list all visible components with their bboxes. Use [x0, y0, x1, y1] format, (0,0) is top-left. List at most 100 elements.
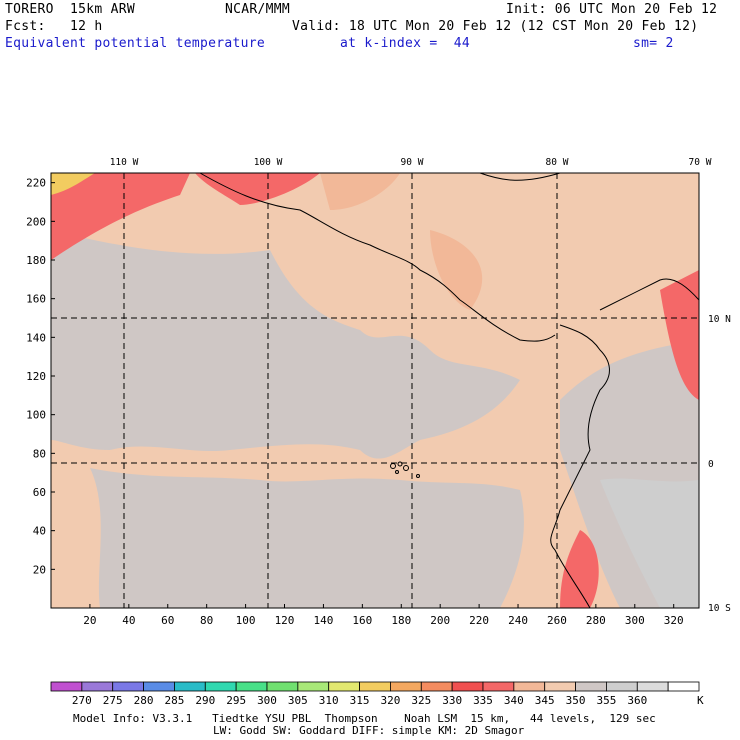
galapagos-islands — [390, 461, 420, 478]
colorbar-box — [112, 681, 144, 692]
x-tick-label: 240 — [508, 614, 528, 627]
x-tick-label: 160 — [352, 614, 372, 627]
gray-shade-north — [51, 230, 520, 459]
longitude-labels: 110 W 100 W 90 W 80 W 70 W — [110, 157, 712, 168]
colorbar-box — [266, 681, 299, 692]
colorbar-box — [606, 681, 638, 692]
y-tick-label: 200 — [26, 215, 46, 228]
field-shading — [51, 173, 699, 608]
colorbar-box — [575, 681, 607, 692]
warm-band-northwest — [51, 173, 190, 260]
level-label: at k-index = 44 — [340, 36, 471, 51]
colorbar-box — [451, 681, 484, 692]
colorbar-box — [390, 681, 422, 692]
colorbar-label: 335 — [473, 694, 493, 707]
colorbar-box — [50, 681, 83, 692]
colorbar-label: 275 — [103, 694, 123, 707]
colorbar-box — [667, 681, 700, 692]
lat-label-10n: 10 N — [708, 314, 731, 325]
colorbar-label: 310 — [319, 694, 339, 707]
colorbar-label: 305 — [288, 694, 308, 707]
colorbar-label: 295 — [226, 694, 246, 707]
lon-label-90w: 90 W — [401, 157, 424, 168]
x-tick-label: 180 — [391, 614, 411, 627]
valid-time: Valid: 18 UTC Mon 20 Feb 12 (12 CST Mon … — [292, 19, 699, 34]
coastlines — [199, 172, 700, 609]
y-tick-label: 20 — [33, 563, 46, 576]
x-tick-label: 80 — [200, 614, 213, 627]
model-info-line-1: Model Info: V3.3.1 Tiedtke YSU PBL Thomp… — [73, 712, 656, 725]
colorbar-box — [328, 681, 360, 692]
colorbar-label: 290 — [195, 694, 215, 707]
model-title: TORERO 15km ARW — [5, 2, 136, 17]
colorbar-label: 340 — [504, 694, 524, 707]
colorbar-label: 280 — [134, 694, 154, 707]
lon-label-100w: 100 W — [254, 157, 283, 168]
colorbar-boxes — [50, 681, 700, 692]
colorbar-label: 360 — [627, 694, 647, 707]
colorbar-label: 270 — [72, 694, 92, 707]
lat-label-equator: 0 — [708, 459, 714, 470]
gray-shade-andes — [600, 478, 699, 608]
x-tick-label: 300 — [625, 614, 645, 627]
y-tick-label: 80 — [33, 447, 46, 460]
x-tick-label: 200 — [430, 614, 450, 627]
colorbar-unit: K — [697, 694, 704, 707]
warm-band-east — [660, 270, 699, 400]
gray-shade-south — [90, 468, 524, 608]
y-tick-label: 180 — [26, 254, 46, 267]
colorbar-label: 320 — [380, 694, 400, 707]
y-tick-label: 120 — [26, 370, 46, 383]
latitude-labels: 10 N 0 10 S — [708, 314, 731, 614]
x-tick-label: 120 — [275, 614, 295, 627]
colorbar-box — [174, 681, 206, 692]
y-tick-label: 160 — [26, 293, 46, 306]
field-name: Equivalent potential temperature — [5, 36, 266, 51]
lon-label-80w: 80 W — [546, 157, 569, 168]
x-tick-label: 260 — [547, 614, 567, 627]
warm-band-mexico — [195, 173, 320, 205]
forecast-hour: Fcst: 12 h — [5, 19, 103, 34]
y-tick-label: 140 — [26, 331, 46, 344]
colorbar-label: 345 — [535, 694, 555, 707]
x-tick-label: 280 — [586, 614, 606, 627]
colorbar-box — [544, 681, 576, 692]
colorbar-label: 285 — [164, 694, 184, 707]
colorbar-label: 315 — [350, 694, 370, 707]
x-axis-ticks: 20 40 60 80 100 120 140 160 180 200 220 240 260 280 30… — [83, 604, 684, 627]
y-axis-ticks: 20 40 60 80 100 120 140 160 180 200 220 — [26, 177, 55, 576]
y-tick-label: 100 — [26, 409, 46, 422]
colorbar-box — [513, 681, 546, 692]
map-panel: 20 40 60 80 100 120 140 160 180 200 220 240 260 280 30… — [26, 157, 731, 627]
organization-label: NCAR/MMM — [225, 2, 291, 17]
x-tick-label: 60 — [161, 614, 174, 627]
colorbar-label: 355 — [596, 694, 616, 707]
warm-shade-isthmus — [430, 230, 483, 310]
colorbar-box — [636, 681, 669, 692]
colorbar-labels: 270 275 280 285 290 295 300 305 310 315 320 325 330 3… — [72, 694, 647, 707]
colorbar-box — [297, 681, 330, 692]
x-tick-label: 220 — [469, 614, 489, 627]
x-tick-label: 320 — [664, 614, 684, 627]
lat-label-10s: 10 S — [708, 603, 731, 614]
warm-band-coast — [560, 530, 599, 608]
y-tick-label: 220 — [26, 177, 46, 190]
colorbar-label: 350 — [566, 694, 586, 707]
lat-lon-grid — [51, 173, 699, 608]
colorbar-box — [81, 681, 114, 692]
colorbar-box — [143, 681, 175, 692]
colorbar-box — [204, 681, 237, 692]
colorbar-box — [482, 681, 515, 692]
colorbar-label: 300 — [257, 694, 277, 707]
x-tick-label: 20 — [83, 614, 96, 627]
smoothing-label: sm= 2 — [633, 36, 674, 51]
colorbar-label: 325 — [411, 694, 431, 707]
colorbar-box — [235, 681, 268, 692]
y-tick-label: 60 — [33, 486, 46, 499]
colorbar-box — [359, 681, 391, 692]
init-time: Init: 06 UTC Mon 20 Feb 12 — [506, 2, 718, 17]
colorbar-label: 330 — [442, 694, 462, 707]
y-tick-label: 40 — [33, 525, 46, 538]
x-tick-label: 100 — [236, 614, 256, 627]
x-tick-label: 140 — [313, 614, 333, 627]
